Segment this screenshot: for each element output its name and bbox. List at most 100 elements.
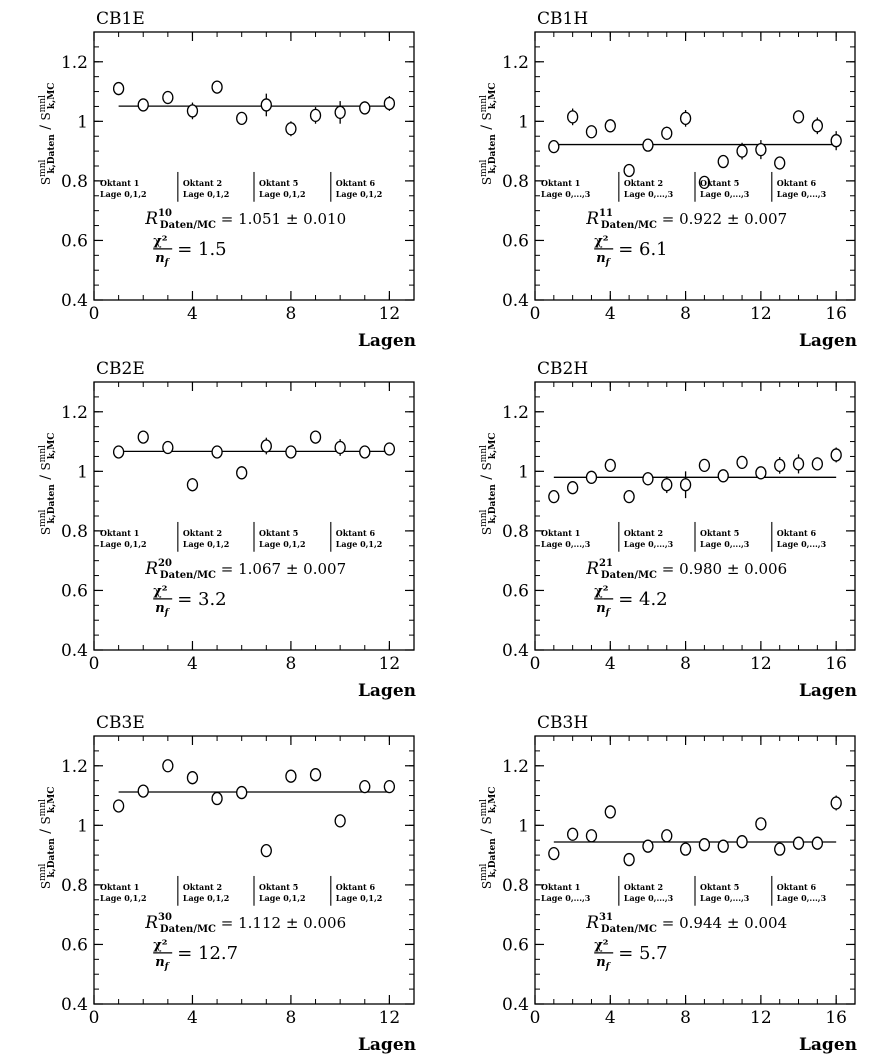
marker xyxy=(186,478,199,492)
data-point xyxy=(359,779,371,794)
data-point xyxy=(260,93,272,117)
marker xyxy=(604,805,616,819)
chi2-annotation: χ² nf = 5.7 xyxy=(594,938,668,972)
data-point xyxy=(236,466,248,480)
marker xyxy=(717,839,729,853)
chi2-annotation: χ² nf = 1.5 xyxy=(153,234,227,268)
marker xyxy=(260,98,272,112)
y-tick-label: 0.4 xyxy=(502,291,529,311)
y-tick-label: 0.8 xyxy=(61,172,88,192)
data-point xyxy=(585,125,598,139)
marker xyxy=(359,101,371,115)
chi2-denominator: nf xyxy=(596,251,611,268)
octant-lage: Lage 0,...,3 xyxy=(541,189,591,199)
data-point xyxy=(642,839,654,853)
marker xyxy=(285,769,297,783)
marker xyxy=(811,836,824,850)
octant-name: Oktant 5 xyxy=(259,882,298,892)
octant-name: Oktant 5 xyxy=(259,178,298,188)
chart-title: CB3E xyxy=(96,713,145,733)
octant-name: Oktant 6 xyxy=(336,528,376,538)
chi2-annotation: χ² nf = 4.2 xyxy=(594,584,668,618)
x-tick-label: 8 xyxy=(680,1008,691,1028)
data-point xyxy=(137,98,149,112)
data-point xyxy=(717,469,729,483)
marker xyxy=(334,440,346,455)
y-tick-label: 1.2 xyxy=(61,403,88,423)
data-point xyxy=(736,142,748,160)
x-tick-label: 16 xyxy=(825,654,847,674)
y-axis-label: Smnlk,Daten / Smnlk,MC xyxy=(38,83,57,185)
y-tick-label: 1 xyxy=(77,816,88,836)
y-tick-label: 0.8 xyxy=(61,522,88,542)
marker xyxy=(236,785,248,800)
marker xyxy=(162,759,174,773)
marker xyxy=(548,139,560,154)
plot-frame xyxy=(534,735,856,1005)
result-annotation: R20 Daten/MC = 1.067 ± 0.007 xyxy=(144,558,346,581)
marker xyxy=(661,478,673,492)
chi2-value: = 5.7 xyxy=(618,943,667,964)
chart-title: CB3H xyxy=(537,713,588,733)
y-tick-label: 1.2 xyxy=(502,757,529,777)
marker xyxy=(623,489,635,504)
data-point xyxy=(334,814,346,828)
octant-lage: Lage 0,...,3 xyxy=(777,893,827,903)
octant-lage: Lage 0,...,3 xyxy=(624,539,674,549)
marker xyxy=(309,430,322,444)
marker xyxy=(623,163,635,178)
y-tick-label: 0.6 xyxy=(61,581,88,601)
data-point xyxy=(830,131,842,151)
data-point xyxy=(642,472,654,486)
octant-lage: Lage 0,1,2 xyxy=(183,189,230,199)
octant-name: Oktant 5 xyxy=(700,178,739,188)
marker xyxy=(717,154,729,169)
marker xyxy=(642,472,654,486)
marker xyxy=(566,110,579,124)
marker xyxy=(260,843,272,858)
chart-panel-cb3e: CB3E 0.4 0.6 0.8 1 1.2 0 4 8 12 Lagen Smnlk,Daten /… xyxy=(38,713,416,1055)
marker xyxy=(566,827,579,841)
octant-name: Oktant 2 xyxy=(624,528,663,538)
octant-lage: Lage 0,...,3 xyxy=(700,539,750,549)
x-tick-label: 4 xyxy=(605,1008,616,1028)
marker xyxy=(260,439,272,453)
y-tick-label: 0.6 xyxy=(61,935,88,955)
chi2-annotation: χ² nf = 3.2 xyxy=(153,584,227,618)
octant-name: Oktant 2 xyxy=(183,528,222,538)
marker xyxy=(112,81,125,96)
x-axis-label: Lagen xyxy=(358,681,416,701)
octant-name: Oktant 2 xyxy=(624,178,663,188)
marker xyxy=(679,478,692,492)
octant-name: Oktant 6 xyxy=(777,882,817,892)
x-tick-label: 12 xyxy=(750,654,772,674)
x-axis-label: Lagen xyxy=(358,1035,416,1055)
marker xyxy=(679,111,692,126)
marker xyxy=(383,779,396,794)
data-point xyxy=(211,80,223,94)
octant-lage: Lage 0,1,2 xyxy=(183,539,230,549)
data-point xyxy=(285,445,297,459)
chi2-numerator: χ² xyxy=(594,938,608,953)
marker xyxy=(285,445,297,459)
x-tick-label: 8 xyxy=(286,654,297,674)
marker xyxy=(309,768,322,782)
data-point xyxy=(755,466,767,480)
data-point xyxy=(774,457,786,474)
data-point xyxy=(642,138,654,152)
data-point xyxy=(309,430,322,444)
data-point xyxy=(211,445,223,459)
y-tick-label: 0.8 xyxy=(502,172,529,192)
chi2-value: = 6.1 xyxy=(618,239,667,260)
y-axis-label: Smnlk,Daten / Smnlk,MC xyxy=(479,83,498,185)
data-point xyxy=(755,140,767,160)
data-point xyxy=(830,447,842,463)
chi2-annotation: χ² nf = 12.7 xyxy=(153,938,238,972)
marker xyxy=(811,119,824,133)
data-point xyxy=(566,108,579,126)
marker xyxy=(334,105,346,120)
data-point xyxy=(162,440,174,455)
octant-name: Oktant 6 xyxy=(777,178,817,188)
marker xyxy=(604,458,616,473)
marker xyxy=(679,842,692,856)
